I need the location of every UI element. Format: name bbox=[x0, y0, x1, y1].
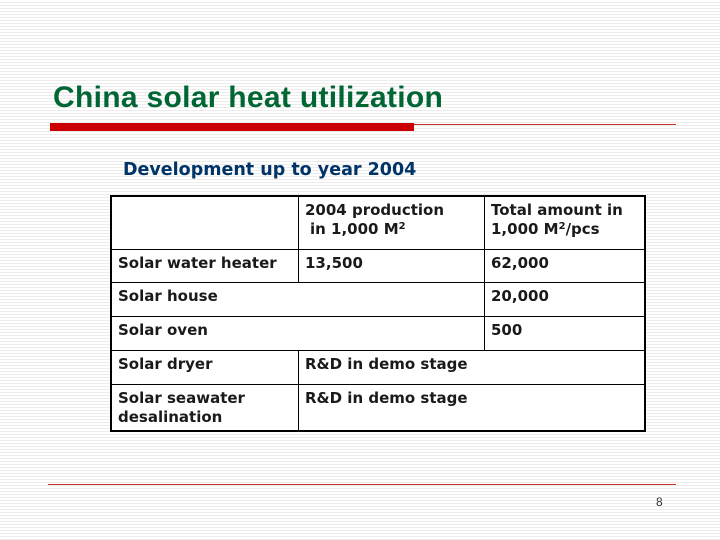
row-label: Solar oven bbox=[110, 316, 299, 351]
row-production bbox=[298, 316, 485, 351]
header-total-suffix: /pcs bbox=[565, 220, 600, 238]
row-production: 13,500 bbox=[298, 249, 485, 283]
header-production-sup: 2 bbox=[398, 221, 406, 232]
header-total-sup: 2 bbox=[558, 221, 566, 232]
table-row: Solar water heater 13,500 62,000 bbox=[110, 249, 646, 283]
row-total: 500 bbox=[484, 316, 646, 351]
title-underline-rule bbox=[414, 124, 676, 125]
header-total-line2: 1,000 M2/pcs bbox=[491, 220, 638, 239]
row-note: R&D in demo stage bbox=[298, 384, 646, 431]
header-production-line2: in 1,000 M2 bbox=[305, 220, 478, 239]
row-label: Solar seawater desalination bbox=[110, 384, 299, 431]
page-number: 8 bbox=[656, 495, 663, 509]
slide-title: China solar heat utilization bbox=[53, 81, 444, 114]
header-production-unit: in 1,000 M bbox=[310, 220, 399, 238]
table-row: Solar seawater desalination R&D in demo … bbox=[110, 384, 646, 431]
table-row: Solar oven 500 bbox=[110, 316, 646, 351]
row-label: Solar house bbox=[110, 282, 299, 317]
header-total-line1: Total amount in bbox=[491, 201, 623, 219]
row-label-line1: Solar seawater bbox=[118, 389, 245, 407]
header-production-line1: 2004 production bbox=[305, 201, 445, 219]
header-production: 2004 production in 1,000 M2 bbox=[298, 195, 485, 250]
row-label: Solar dryer bbox=[110, 350, 299, 385]
table-row: Solar house 20,000 bbox=[110, 282, 646, 317]
row-label: Solar water heater bbox=[110, 249, 299, 283]
header-empty-cell bbox=[110, 195, 299, 250]
header-total: Total amount in 1,000 M2/pcs bbox=[484, 195, 646, 250]
table-header-row: 2004 production in 1,000 M2 Total amount… bbox=[110, 195, 646, 250]
row-total: 20,000 bbox=[484, 282, 646, 317]
table-row: Solar dryer R&D in demo stage bbox=[110, 350, 646, 385]
footer-rule bbox=[48, 484, 676, 485]
solar-utilization-table: 2004 production in 1,000 M2 Total amount… bbox=[110, 195, 646, 432]
row-production bbox=[298, 282, 485, 317]
row-note: R&D in demo stage bbox=[298, 350, 646, 385]
row-total: 62,000 bbox=[484, 249, 646, 283]
row-label-line2: desalination bbox=[118, 408, 223, 426]
slide-subtitle: Development up to year 2004 bbox=[123, 160, 417, 180]
header-total-unit: 1,000 M bbox=[491, 220, 559, 238]
title-underline-bar bbox=[50, 123, 414, 131]
